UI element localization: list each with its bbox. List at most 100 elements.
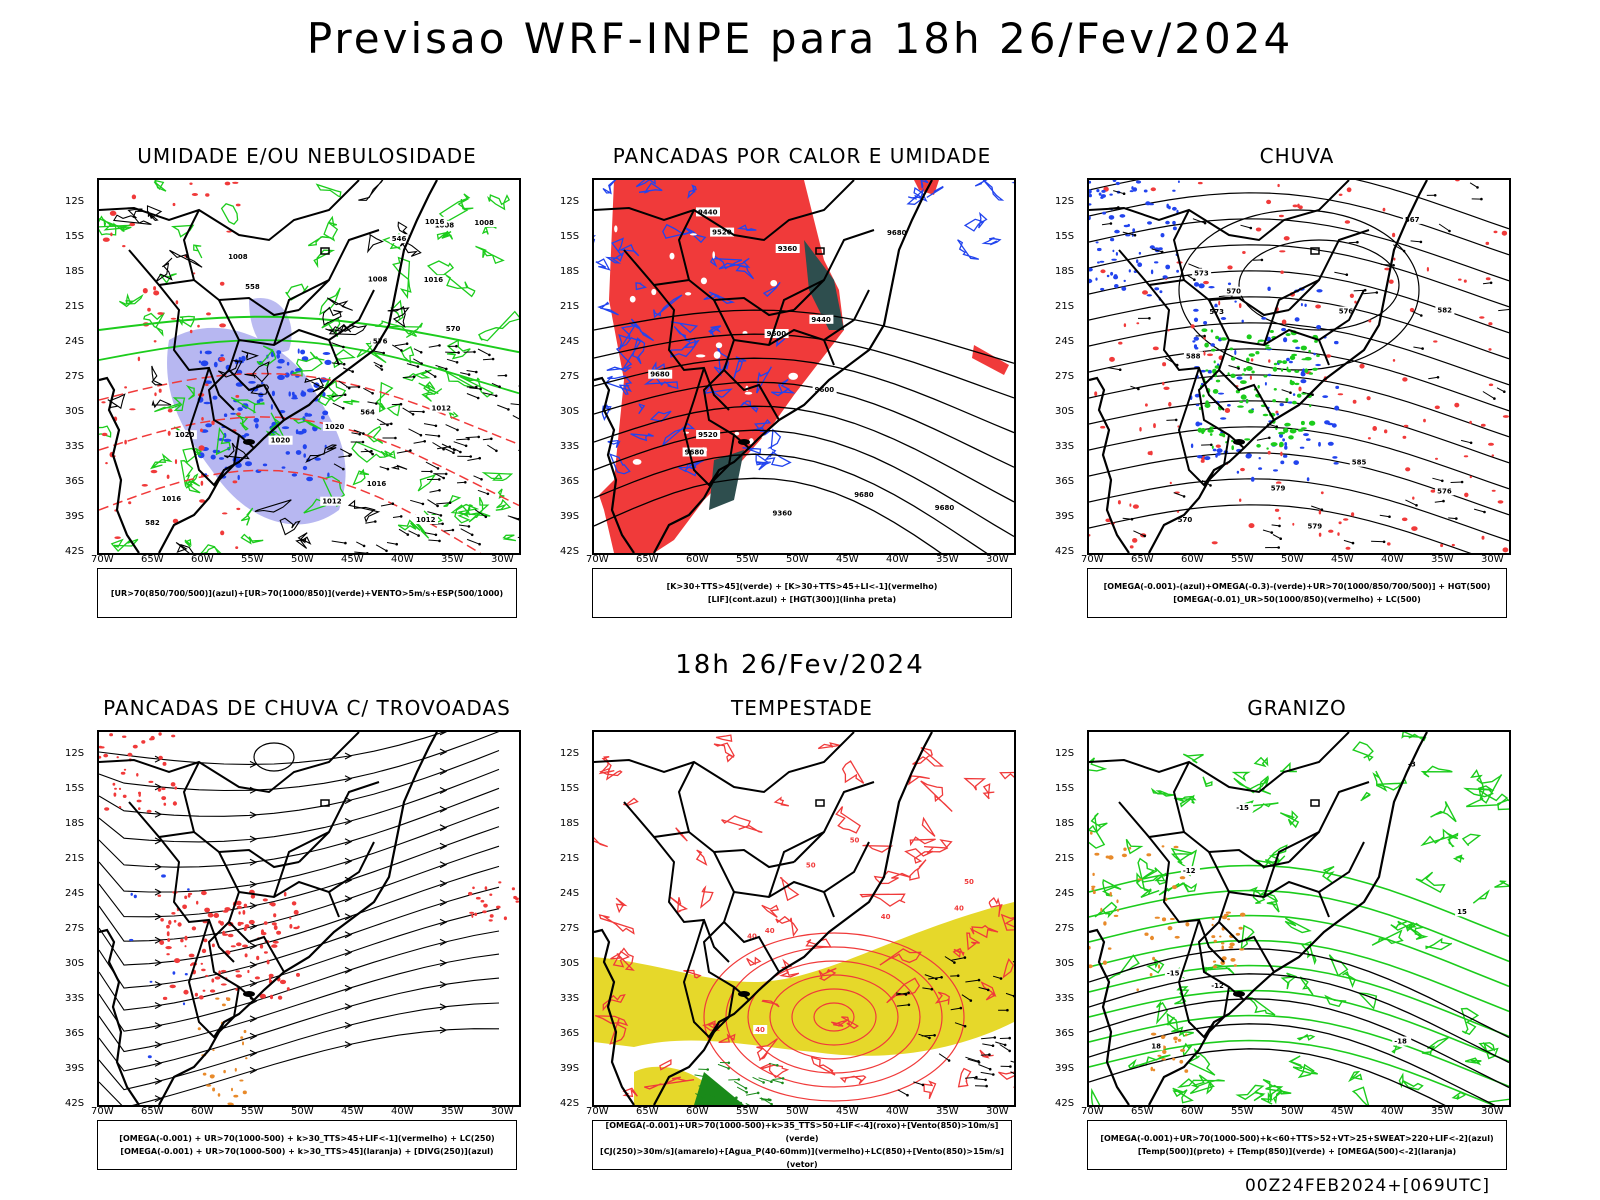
legend-line: [OMEGA(-0.001)-(azul)+OMEGA(-0.3)-(verde… [1103,582,1491,591]
contour-label: 1008 [228,253,248,261]
lon-tick-label: 45W [341,554,364,565]
lat-tick-label: 39S [65,1063,85,1074]
lon-tick-label: 35W [1431,1106,1454,1117]
lat-tick-label: 15S [1055,783,1075,794]
contour-label: -15 [1167,969,1180,977]
contour-label: 588 [1186,352,1201,360]
lat-tick-label: 15S [65,231,85,242]
lon-tick-label: 50W [786,554,809,565]
contour-label: 570 [1226,288,1241,296]
legend-box: [UR>70(850/700/500)](azul)+[UR>70(1000/8… [97,568,517,618]
contour-label: 585 [1352,459,1367,467]
contour-label: 576 [1339,308,1354,316]
lon-tick-label: 55W [1231,1106,1254,1117]
lat-tick-label: 21S [1055,853,1075,864]
contour-label: 9680 [935,504,955,512]
map-canvas [99,732,519,1105]
lat-tick-label: 15S [1055,231,1075,242]
lon-tick-label: 65W [1131,554,1154,565]
lon-tick-label: 40W [1381,554,1404,565]
contour-label: 546 [392,235,407,243]
lon-tick-label: 70W [586,1106,609,1117]
map-umidade: 1008 1008 1008 1012 1016 1012 1016 1012 1016 1020… [97,178,521,555]
lat-tick-label: 27S [65,371,85,382]
contour-label: 50 [964,878,974,886]
contour-label: 1016 [162,495,182,503]
lon-tick-label: 60W [191,554,214,565]
contour-label: 1020 [175,431,195,439]
lat-tick-label: 21S [560,301,580,312]
lat-tick-label: 39S [1055,1063,1075,1074]
lat-tick-label: 36S [560,476,580,487]
main-title: Previsao WRF-INPE para 18h 26/Fev/2024 [306,14,1294,63]
lat-tick-label: 24S [560,888,580,899]
lon-tick-label: 35W [1431,554,1454,565]
contour-label: 582 [145,519,160,527]
lon-tick-label: 55W [736,1106,759,1117]
contour-label: 1012 [416,516,436,524]
lat-tick-label: 33S [65,441,85,452]
contour-label: 1020 [325,423,345,431]
lon-tick-label: 50W [786,1106,809,1117]
contour-label: -15 [1236,804,1249,812]
map-canvas: 9680 9680 9600 9680 9520 9440 9360 9600 9520 9440… [594,180,1014,553]
lon-tick-label: 35W [441,1106,464,1117]
contour-label: 579 [1271,485,1286,493]
lat-tick-label: 30S [560,958,580,969]
panel-title: PANCADAS DE CHUVA C/ TROVOADAS [103,696,511,720]
lon-tick-label: 50W [1281,1106,1304,1117]
lat-tick-label: 42S [65,1098,85,1109]
lat-tick-label: 12S [560,748,580,759]
lon-tick-label: 70W [1081,554,1104,565]
contour-label: 564 [360,408,375,416]
contour-label: 40 [881,913,891,921]
map-canvas: 585 588 582 579 576 573 570 567 579 576 573 570 [1089,180,1509,553]
lat-tick-label: 39S [65,511,85,522]
lat-tick-label: 42S [65,546,85,557]
lon-tick-label: 35W [936,554,959,565]
lat-tick-label: 24S [65,888,85,899]
contour-label: 9360 [773,510,793,518]
lat-tick-label: 30S [1055,406,1075,417]
lat-tick-label: 18S [65,818,85,829]
lon-tick-label: 50W [291,1106,314,1117]
lon-tick-label: 40W [1381,1106,1404,1117]
contour-label: 40 [765,927,775,935]
lat-tick-label: 30S [65,406,85,417]
contour-label: 9440 [811,316,831,324]
lat-tick-label: 15S [65,783,85,794]
panel-title: UMIDADE E/OU NEBULOSIDADE [137,144,477,168]
contour-label: 1020 [271,437,291,445]
lat-tick-label: 36S [560,1028,580,1039]
lon-tick-label: 60W [1181,1106,1204,1117]
lat-tick-label: 42S [560,1098,580,1109]
map-canvas: 40 50 40 50 40 40 50 40 [594,732,1014,1105]
contour-label: 567 [1405,216,1420,224]
lon-tick-label: 30W [491,1106,514,1117]
contour-label: 9520 [712,229,732,237]
lon-tick-label: 60W [1181,554,1204,565]
lon-tick-label: 65W [636,554,659,565]
contour-label: 9440 [698,208,718,216]
lat-tick-label: 12S [1055,196,1075,207]
lon-tick-label: 30W [986,1106,1009,1117]
lat-tick-label: 39S [1055,511,1075,522]
lon-tick-label: 65W [636,1106,659,1117]
legend-line: [OMEGA(-0.001) + UR>70(1000-500) + k>30_… [120,1147,494,1156]
lon-tick-label: 65W [141,1106,164,1117]
panel-title: CHUVA [1259,144,1335,168]
contour-label: 9600 [815,386,835,394]
legend-box: [OMEGA(-0.001)+UR>70(1000-500)+k<60+TTS>… [1087,1120,1507,1170]
contour-label: 1012 [432,405,452,413]
map-pancadas-calor: 9680 9680 9600 9680 9520 9440 9360 9600 9520 9440… [592,178,1016,555]
contour-label: 9600 [767,330,787,338]
legend-box: [K>30+TTS>45](verde) + [K>30+TTS>45+LI<-… [592,568,1012,618]
lat-tick-label: 30S [560,406,580,417]
lat-tick-label: 24S [560,336,580,347]
lon-tick-label: 60W [191,1106,214,1117]
contour-label: 582 [1437,307,1452,315]
lon-tick-label: 30W [986,554,1009,565]
contour-label: -12 [1183,867,1196,875]
lon-tick-label: 60W [686,1106,709,1117]
lat-tick-label: 36S [65,1028,85,1039]
